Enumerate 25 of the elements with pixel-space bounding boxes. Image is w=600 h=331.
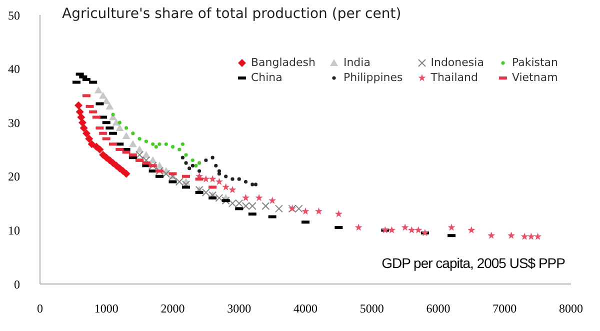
y-tick-label: 0 — [14, 277, 20, 292]
x-tick-label: 8000 — [559, 302, 583, 316]
legend-label: Indonesia — [430, 56, 484, 69]
x-tick-label: 0 — [37, 302, 43, 316]
legend-label: Pakistan — [512, 56, 558, 69]
annotation: GDP per capita, 2005 US$ PPP — [382, 255, 565, 271]
x-tick-label: 5000 — [360, 302, 384, 316]
y-tick-label: 10 — [8, 223, 20, 238]
y-tick-label: 50 — [8, 8, 20, 22]
x-tick-label: 2000 — [160, 302, 185, 316]
y-tick-label: 30 — [8, 116, 20, 130]
x-tick-label: 3000 — [227, 302, 252, 316]
legend-label: India — [343, 56, 370, 69]
x-tick-label: 1000 — [94, 302, 118, 316]
legend-label: Vietnam — [512, 71, 558, 84]
legend-label: Bangladesh — [250, 56, 316, 69]
x-tick-label: 7000 — [492, 302, 517, 316]
x-tick-label: 4000 — [294, 302, 318, 316]
x-tick-label: 6000 — [426, 302, 450, 316]
legend-label: Philippines — [343, 71, 403, 84]
legend-label: China — [250, 71, 282, 84]
y-tick-label: 20 — [8, 170, 20, 184]
y-tick-label: 40 — [8, 62, 20, 76]
legend-label: Thailand — [430, 71, 478, 84]
chart-title: Agriculture's share of total production (per cent) — [62, 6, 402, 22]
